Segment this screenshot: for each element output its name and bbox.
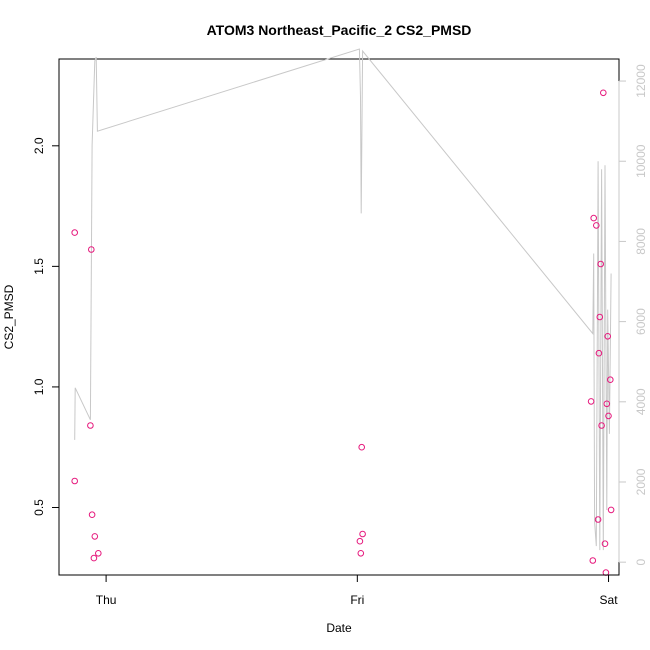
data-point: [605, 412, 612, 420]
data-point: [598, 422, 605, 429]
data-point: [596, 313, 604, 321]
y-tick-label: 1.5: [32, 258, 46, 275]
data-point: [357, 550, 365, 557]
data-point: [87, 422, 94, 429]
data-point: [90, 554, 98, 562]
x-axis: Thu Fri Sat: [96, 574, 619, 607]
data-point: [71, 477, 78, 485]
data-point: [359, 530, 366, 538]
x-tick-label: Fri: [350, 593, 364, 607]
y-tick-label: 2.0: [32, 137, 46, 154]
y-axis-label: CS2_PMSD: [2, 284, 16, 349]
data-point: [71, 229, 78, 236]
data-point: [607, 506, 615, 514]
data-point: [601, 540, 609, 548]
x-axis-label: Date: [326, 621, 352, 635]
y-axis-right: 0 2000 4000 6000 8000 10000 12000: [618, 64, 648, 566]
chart-title: ATOM3 Northeast_Pacific_2 CS2_PMSD: [207, 22, 472, 38]
y2-tick-label: 10000: [634, 144, 648, 178]
y-tick-label: 0.5: [32, 499, 46, 516]
point-series: [71, 89, 615, 576]
y-tick-label: 1.0: [32, 378, 46, 395]
data-point: [587, 398, 595, 405]
data-point: [88, 511, 96, 519]
x-tick-label: Sat: [600, 593, 619, 607]
data-point: [593, 222, 600, 229]
y2-tick-label: 8000: [634, 228, 648, 255]
data-point: [594, 516, 602, 523]
data-point: [91, 533, 99, 540]
y2-tick-label: 0: [634, 559, 648, 566]
data-point: [600, 89, 607, 97]
data-point: [358, 443, 366, 451]
y2-tick-label: 6000: [634, 308, 648, 335]
y-axis-left: 0.5 1.0 1.5 2.0: [32, 137, 60, 516]
line-series: [74, 48, 612, 551]
y2-tick-label: 2000: [634, 468, 648, 495]
data-point: [356, 537, 364, 545]
line-path: [74, 48, 612, 551]
data-point: [603, 400, 611, 408]
data-point: [607, 376, 614, 384]
data-point: [590, 214, 598, 222]
data-point: [604, 333, 612, 340]
plot-frame: [58, 58, 620, 576]
data-point: [597, 260, 605, 268]
data-point: [595, 349, 603, 357]
x-tick-label: Thu: [96, 593, 117, 607]
y2-tick-label: 12000: [634, 64, 648, 98]
data-point: [88, 246, 95, 253]
y2-tick-label: 4000: [634, 388, 648, 415]
data-point: [95, 550, 102, 557]
data-point: [589, 557, 597, 564]
